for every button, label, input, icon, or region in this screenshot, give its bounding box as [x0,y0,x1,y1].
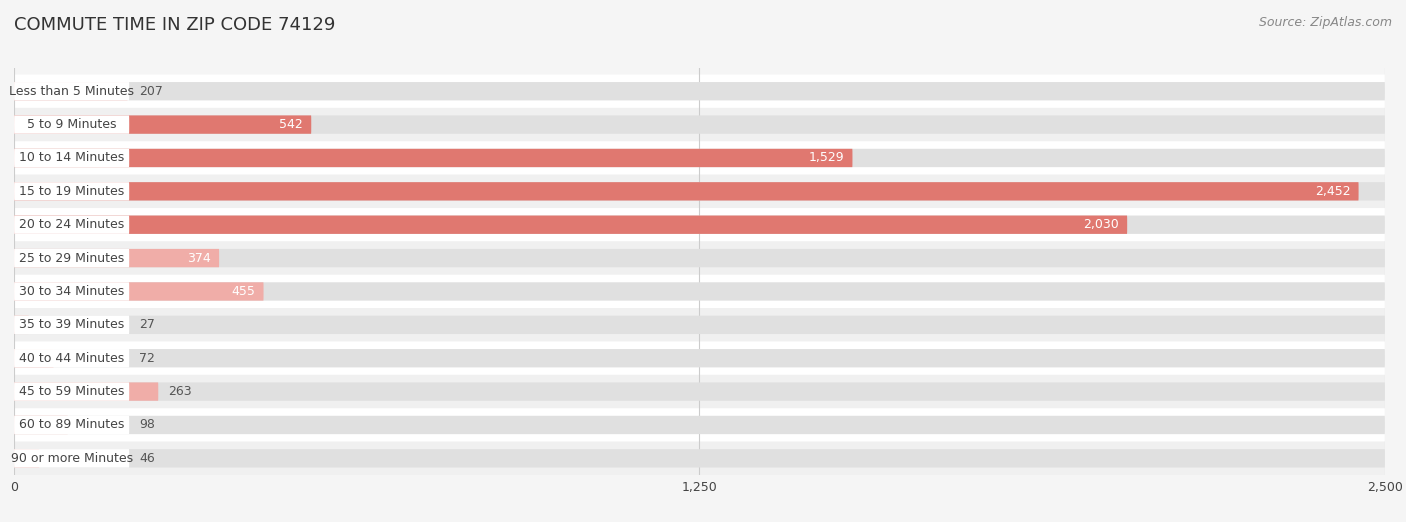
FancyBboxPatch shape [14,182,129,200]
FancyBboxPatch shape [14,416,1385,434]
FancyBboxPatch shape [14,341,1385,375]
FancyBboxPatch shape [14,408,1385,442]
FancyBboxPatch shape [14,216,129,234]
FancyBboxPatch shape [14,182,1358,200]
FancyBboxPatch shape [14,282,263,301]
FancyBboxPatch shape [14,175,1385,208]
FancyBboxPatch shape [14,149,1385,167]
FancyBboxPatch shape [14,349,53,367]
FancyBboxPatch shape [14,316,129,334]
FancyBboxPatch shape [14,82,1385,100]
Text: 90 or more Minutes: 90 or more Minutes [11,452,132,465]
Text: 30 to 34 Minutes: 30 to 34 Minutes [20,285,124,298]
FancyBboxPatch shape [14,282,129,301]
Text: 374: 374 [187,252,211,265]
FancyBboxPatch shape [14,182,1385,200]
FancyBboxPatch shape [14,249,129,267]
FancyBboxPatch shape [14,282,1385,301]
FancyBboxPatch shape [14,316,30,334]
FancyBboxPatch shape [14,149,852,167]
Text: 2,030: 2,030 [1083,218,1119,231]
FancyBboxPatch shape [14,442,1385,475]
Text: 45 to 59 Minutes: 45 to 59 Minutes [18,385,124,398]
Text: 72: 72 [139,352,155,365]
FancyBboxPatch shape [14,449,39,468]
FancyBboxPatch shape [14,115,1385,134]
Text: 35 to 39 Minutes: 35 to 39 Minutes [20,318,124,331]
Text: 60 to 89 Minutes: 60 to 89 Minutes [18,419,124,432]
FancyBboxPatch shape [14,383,1385,401]
FancyBboxPatch shape [14,249,1385,267]
FancyBboxPatch shape [14,82,129,100]
FancyBboxPatch shape [14,316,1385,334]
Text: 25 to 29 Minutes: 25 to 29 Minutes [20,252,124,265]
Text: 98: 98 [139,419,155,432]
FancyBboxPatch shape [14,275,1385,308]
Text: 1,529: 1,529 [808,151,844,164]
Text: 40 to 44 Minutes: 40 to 44 Minutes [20,352,124,365]
Text: 46: 46 [139,452,155,465]
FancyBboxPatch shape [14,375,1385,408]
FancyBboxPatch shape [14,115,129,134]
FancyBboxPatch shape [14,216,1385,234]
Text: 20 to 24 Minutes: 20 to 24 Minutes [20,218,124,231]
Text: 5 to 9 Minutes: 5 to 9 Minutes [27,118,117,131]
FancyBboxPatch shape [14,349,129,367]
Text: 2,452: 2,452 [1315,185,1350,198]
FancyBboxPatch shape [14,308,1385,341]
Text: COMMUTE TIME IN ZIP CODE 74129: COMMUTE TIME IN ZIP CODE 74129 [14,16,336,33]
Text: Less than 5 Minutes: Less than 5 Minutes [8,85,134,98]
Text: 542: 542 [280,118,304,131]
FancyBboxPatch shape [14,349,1385,367]
FancyBboxPatch shape [14,241,1385,275]
FancyBboxPatch shape [14,383,129,401]
FancyBboxPatch shape [14,75,1385,108]
Text: 263: 263 [169,385,191,398]
FancyBboxPatch shape [14,449,129,468]
Text: Source: ZipAtlas.com: Source: ZipAtlas.com [1258,16,1392,29]
FancyBboxPatch shape [14,383,159,401]
FancyBboxPatch shape [14,141,1385,175]
FancyBboxPatch shape [14,208,1385,241]
Text: 455: 455 [232,285,256,298]
Text: 10 to 14 Minutes: 10 to 14 Minutes [20,151,124,164]
FancyBboxPatch shape [14,82,128,100]
FancyBboxPatch shape [14,416,129,434]
FancyBboxPatch shape [14,216,1128,234]
FancyBboxPatch shape [14,416,67,434]
FancyBboxPatch shape [14,149,129,167]
FancyBboxPatch shape [14,115,311,134]
FancyBboxPatch shape [14,108,1385,141]
Text: 27: 27 [139,318,155,331]
Text: 207: 207 [139,85,163,98]
FancyBboxPatch shape [14,449,1385,468]
FancyBboxPatch shape [14,249,219,267]
Text: 15 to 19 Minutes: 15 to 19 Minutes [20,185,124,198]
